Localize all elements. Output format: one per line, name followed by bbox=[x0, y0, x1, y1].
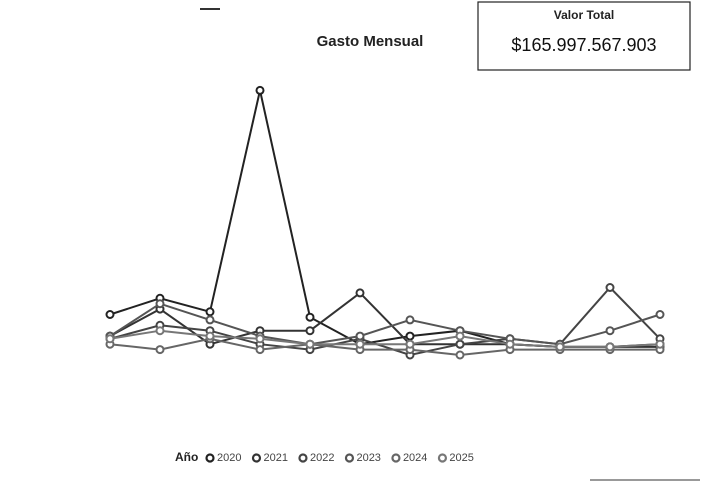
data-point bbox=[455, 339, 465, 349]
kpi-card bbox=[477, 1, 691, 71]
data-point bbox=[105, 334, 115, 344]
data-point bbox=[305, 326, 315, 336]
data-point bbox=[605, 283, 615, 292]
legend-label: 2021 bbox=[263, 452, 287, 464]
data-point bbox=[555, 342, 565, 352]
kpi-value: $165.997.567.903 bbox=[511, 35, 656, 55]
data-point bbox=[155, 326, 165, 336]
data-point bbox=[105, 310, 115, 319]
data-point bbox=[355, 339, 365, 349]
legend-marker bbox=[437, 453, 448, 463]
data-point bbox=[205, 331, 215, 341]
legend-marker bbox=[391, 453, 401, 463]
data-point bbox=[255, 334, 265, 344]
data-point bbox=[255, 345, 265, 355]
legend-marker bbox=[251, 453, 262, 463]
legend-label: 2020 bbox=[217, 452, 241, 464]
kpi-title: Valor Total bbox=[554, 8, 614, 22]
data-point bbox=[455, 331, 465, 341]
series-line bbox=[109, 329, 661, 348]
data-point bbox=[305, 312, 315, 322]
data-point bbox=[155, 299, 165, 309]
data-point bbox=[305, 339, 315, 349]
series-line bbox=[109, 337, 660, 357]
data-point bbox=[205, 315, 215, 325]
data-point bbox=[455, 350, 465, 360]
data-point bbox=[505, 339, 515, 349]
data-point bbox=[355, 288, 365, 298]
legend-marker bbox=[344, 453, 355, 463]
legend-title: Año bbox=[175, 450, 198, 464]
data-point bbox=[405, 315, 415, 325]
legend-label: 2023 bbox=[356, 452, 380, 464]
series-line bbox=[109, 302, 661, 346]
data-point bbox=[405, 339, 415, 349]
data-point bbox=[655, 339, 665, 349]
data-point bbox=[605, 326, 615, 336]
legend-marker bbox=[298, 453, 308, 463]
data-point bbox=[205, 307, 215, 317]
legend-label: 2025 bbox=[449, 452, 473, 464]
series-line bbox=[109, 286, 661, 357]
data-point bbox=[405, 331, 415, 341]
legend-label: 2022 bbox=[310, 452, 334, 464]
legend-marker bbox=[205, 453, 215, 463]
legend-label: 2024 bbox=[403, 452, 427, 464]
data-point bbox=[255, 85, 265, 95]
data-point bbox=[355, 331, 365, 341]
data-point bbox=[155, 345, 165, 355]
data-point bbox=[655, 310, 665, 319]
data-point bbox=[605, 342, 615, 352]
chart-title: Gasto Mensual bbox=[317, 33, 424, 50]
